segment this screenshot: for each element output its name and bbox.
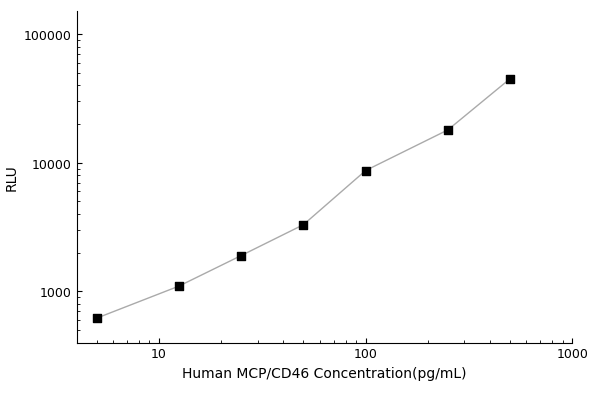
Y-axis label: RLU: RLU	[4, 164, 18, 191]
Point	[174, 283, 183, 290]
Point	[361, 168, 371, 174]
Point	[443, 127, 453, 134]
Point	[92, 315, 101, 322]
Point	[299, 222, 308, 228]
Point	[237, 253, 246, 259]
Point	[506, 76, 515, 83]
X-axis label: Human MCP/CD46 Concentration(pg/mL): Human MCP/CD46 Concentration(pg/mL)	[182, 366, 467, 380]
